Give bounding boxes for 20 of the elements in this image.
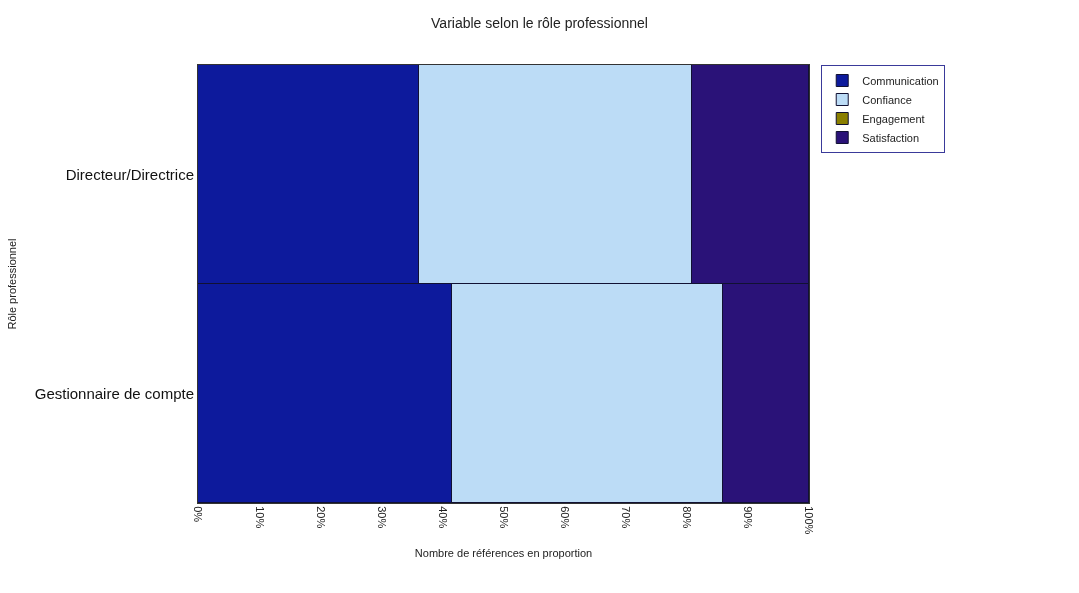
x-tick-label: 100% (803, 506, 816, 535)
chart-title: Variable selon le rôle professionnel (431, 14, 648, 31)
x-tick-label: 70% (620, 506, 633, 529)
legend-label: Confiance (862, 93, 912, 106)
x-tick-label: 10% (253, 506, 266, 529)
y-tick-label: Gestionnaire de compte (34, 384, 194, 402)
legend-label: Engagement (862, 112, 925, 125)
y-tick-label: Directeur/Directrice (65, 165, 194, 183)
x-tick-label: 30% (375, 506, 388, 529)
x-tick-label: 60% (559, 506, 572, 529)
x-tick-label: 0% (192, 506, 205, 523)
x-tick-label: 20% (314, 506, 327, 529)
x-tick-label: 90% (742, 506, 755, 529)
x-tick-label: 80% (681, 506, 694, 529)
legend-label: Communication (862, 74, 939, 87)
x-tick-label: 50% (497, 506, 510, 529)
y-axis-title: Rôle professionnel (6, 238, 19, 330)
x-axis-title: Nombre de références en proportion (414, 546, 593, 559)
x-tick-label: 40% (436, 506, 449, 529)
legend-label: Satisfaction (862, 131, 920, 144)
